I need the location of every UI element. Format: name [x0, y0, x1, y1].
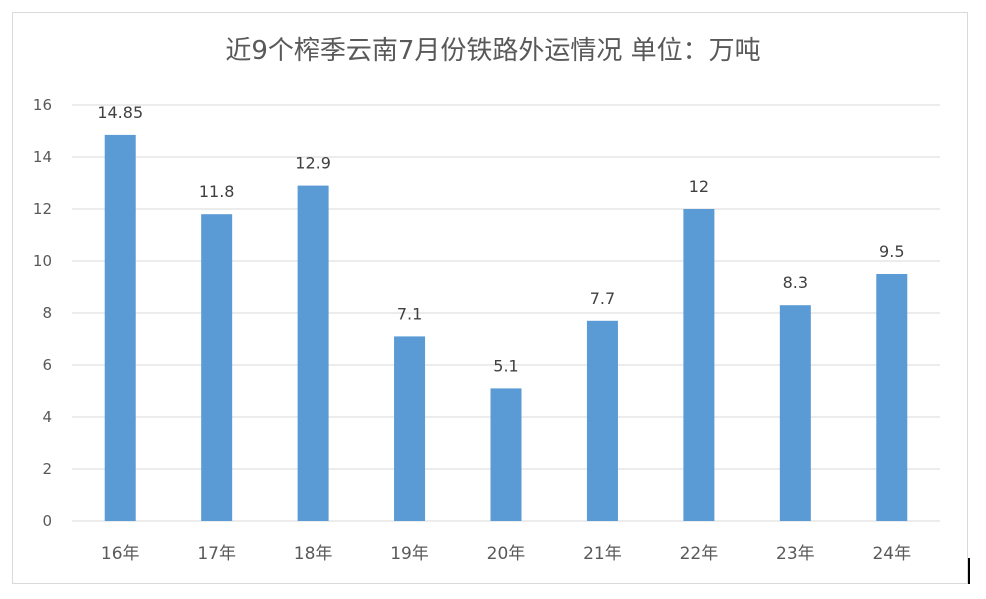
x-category-label: 21年 — [583, 544, 622, 564]
y-tick-label: 2 — [42, 460, 52, 478]
y-tick-label: 16 — [33, 96, 52, 114]
bar — [297, 185, 329, 521]
data-label: 9.5 — [879, 242, 904, 261]
x-axis-categories: 16年 17年 18年 19年 20年 21年 22年 23年 24年 — [101, 544, 911, 564]
x-category-label: 18年 — [294, 544, 333, 564]
data-label: 5.1 — [493, 356, 518, 375]
y-tick-label: 6 — [42, 356, 52, 374]
data-label: 8.3 — [783, 273, 808, 292]
x-category-label: 20年 — [487, 544, 526, 564]
data-label: 7.7 — [590, 289, 615, 308]
x-category-label: 19年 — [390, 544, 429, 564]
bar — [394, 336, 426, 521]
data-label: 11.8 — [199, 182, 235, 201]
x-category-label: 24年 — [872, 544, 911, 564]
text-cursor — [968, 558, 970, 584]
bar — [490, 388, 522, 521]
bar — [586, 320, 618, 521]
y-tick-label: 10 — [33, 252, 52, 270]
x-category-label: 23年 — [776, 544, 815, 564]
x-category-label: 22年 — [680, 544, 719, 564]
y-tick-label: 0 — [42, 512, 52, 530]
y-tick-label: 14 — [33, 148, 52, 166]
y-tick-label: 12 — [33, 200, 52, 218]
data-label: 14.85 — [97, 103, 143, 122]
bar — [201, 214, 233, 521]
x-category-label: 17年 — [197, 544, 236, 564]
y-tick-label: 4 — [42, 408, 52, 426]
x-category-label: 16年 — [101, 544, 140, 564]
data-labels: 14.85 11.8 12.9 7.1 5.1 7.7 12 8.3 9.5 — [97, 103, 904, 375]
data-label: 7.1 — [397, 304, 422, 323]
bar — [876, 274, 908, 521]
data-label: 12 — [689, 177, 709, 196]
bar — [104, 134, 136, 521]
y-axis-ticks: 0 2 4 6 8 10 12 14 16 — [33, 96, 52, 530]
y-tick-label: 8 — [42, 304, 52, 322]
bar — [683, 209, 715, 521]
bar — [779, 305, 811, 521]
chart-title: 近9个榨季云南7月份铁路外运情况 单位：万吨 — [225, 36, 761, 66]
data-label: 12.9 — [295, 154, 331, 173]
bars — [104, 134, 908, 521]
